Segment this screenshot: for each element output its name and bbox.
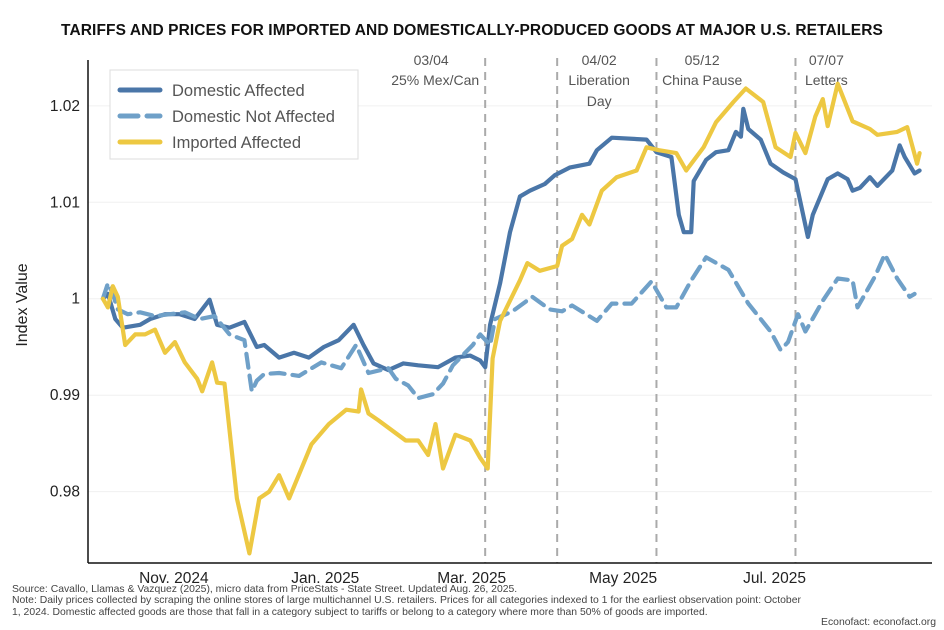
- y-axis-label: Index Value: [14, 263, 31, 346]
- y-tick-label: 0.98: [50, 484, 80, 501]
- series-line-imported-affected: [100, 81, 922, 556]
- x-tick-label: Jul. 2025: [743, 570, 806, 587]
- x-tick-label: Nov. 2024: [139, 570, 209, 587]
- y-tick-label: 1.02: [50, 98, 80, 115]
- event-date-label: 05/12: [685, 52, 720, 68]
- legend-label: Domestic Affected: [172, 82, 305, 100]
- event-date-label: 07/07: [809, 52, 844, 68]
- event-text-label: Letters: [805, 72, 848, 88]
- x-tick-label: Mar. 2025: [437, 570, 506, 587]
- series-line-domestic-not-affected: [100, 252, 917, 401]
- y-tick-label: 0.99: [50, 387, 80, 404]
- legend-label: Domestic Not Affected: [172, 108, 335, 126]
- event-date-label: 04/02: [582, 52, 617, 68]
- source-text: Source: Cavallo, Llamas & Vazquez (2025)…: [12, 584, 518, 595]
- y-tick-label: 1.01: [50, 194, 80, 211]
- event-text-label: China Pause: [662, 72, 742, 88]
- note-text: Note: Daily prices collected by scraping…: [12, 595, 801, 618]
- footer-notes: Source: Cavallo, Llamas & Vazquez (2025)…: [12, 584, 812, 618]
- x-tick-label: Jan. 2025: [291, 570, 359, 587]
- credit-text: Econofact: econofact.org: [821, 617, 936, 628]
- x-tick-label: May 2025: [589, 570, 657, 587]
- event-text-label: Day: [587, 93, 612, 109]
- y-tick-label: 1: [71, 291, 80, 308]
- event-text-label: Liberation: [568, 72, 630, 88]
- event-date-label: 03/04: [414, 52, 449, 68]
- chart-title: TARIFFS AND PRICES FOR IMPORTED AND DOME…: [61, 22, 883, 39]
- event-text-label: 25% Mex/Can: [391, 72, 479, 88]
- series-line-domestic-affected: [100, 106, 922, 373]
- legend-label: Imported Affected: [172, 134, 301, 152]
